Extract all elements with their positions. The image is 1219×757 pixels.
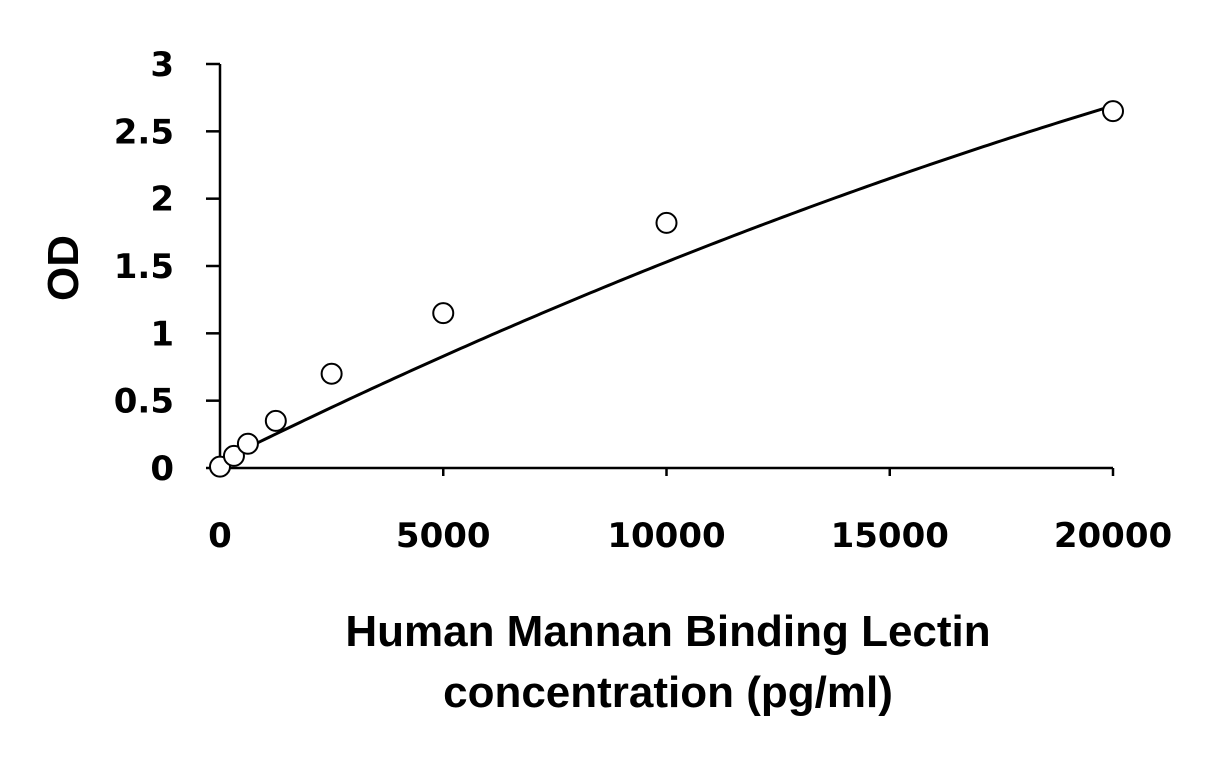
x-axis-title-line-1: Human Mannan Binding Lectin — [345, 607, 990, 656]
y-tick-label: 2.5 — [114, 112, 174, 152]
x-tick-label: 0 — [208, 516, 232, 556]
fit-curve — [219, 104, 1114, 463]
x-tick-label: 5000 — [396, 516, 491, 556]
data-point — [236, 432, 259, 455]
data-point — [655, 211, 678, 234]
data-points — [209, 100, 1124, 478]
y-tick-label: 0.5 — [114, 382, 174, 422]
data-point — [432, 302, 455, 325]
plot-area: 0 0.5 1 1.5 2 2.5 3 0 5000 10000 15000 20000 — [114, 45, 1172, 556]
y-tick-label: 3 — [150, 45, 174, 85]
x-tick-label: 15000 — [831, 516, 949, 556]
x-tick-label: 20000 — [1054, 516, 1172, 556]
data-point — [264, 409, 287, 432]
y-tick-label: 1 — [150, 314, 174, 354]
data-point — [222, 444, 245, 467]
x-axis-title-line-2: concentration (pg/ml) — [443, 668, 893, 717]
y-tick-label: 0 — [150, 449, 174, 489]
data-point — [320, 362, 343, 385]
x-tick-label: 10000 — [607, 516, 725, 556]
y-axis-ticks: 0 0.5 1 1.5 2 2.5 3 — [114, 45, 220, 489]
x-axis-ticks: 0 5000 10000 15000 20000 — [208, 468, 1172, 556]
y-tick-label: 1.5 — [114, 247, 174, 287]
y-tick-label: 2 — [150, 180, 174, 220]
data-point — [1102, 100, 1124, 123]
y-axis-title: OD — [39, 235, 88, 301]
